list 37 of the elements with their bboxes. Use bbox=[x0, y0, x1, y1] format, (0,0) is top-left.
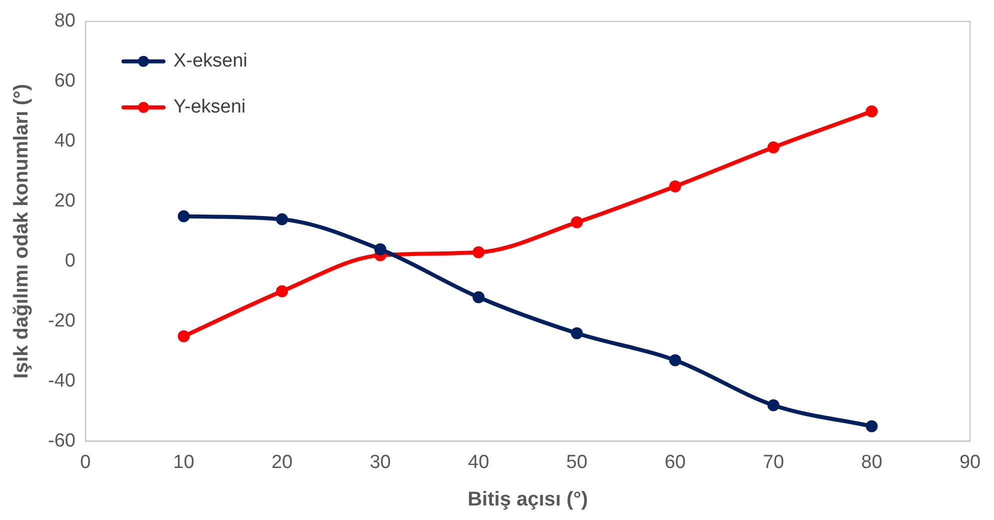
x-tick-label: 30 bbox=[370, 452, 391, 473]
x-axis-title: Bitiş açısı (°) bbox=[468, 488, 588, 511]
point bbox=[276, 213, 288, 226]
point bbox=[767, 141, 780, 154]
y-tick-label: -40 bbox=[48, 370, 76, 392]
x-tick-label: 0 bbox=[80, 452, 91, 473]
point bbox=[669, 354, 682, 366]
point bbox=[472, 291, 485, 304]
point bbox=[178, 330, 190, 342]
y-tick-label: 60 bbox=[54, 70, 76, 92]
y-tick-label: -20 bbox=[48, 310, 76, 332]
x-tick-label: 60 bbox=[664, 452, 686, 473]
y-tick-label: 80 bbox=[54, 10, 76, 32]
y-tick-label: 40 bbox=[54, 130, 76, 152]
point bbox=[276, 285, 288, 298]
y-tick-label: 20 bbox=[54, 190, 76, 212]
x-tick-label: 80 bbox=[861, 452, 882, 473]
x-tick-label: 40 bbox=[468, 452, 490, 473]
x-tick-label: 20 bbox=[271, 452, 293, 473]
point bbox=[570, 216, 583, 228]
point bbox=[866, 105, 878, 118]
x-tick-label: 90 bbox=[959, 452, 981, 473]
point bbox=[178, 210, 190, 222]
y-tick-label: 0 bbox=[64, 250, 76, 272]
point bbox=[767, 399, 780, 412]
x-tick-label: 50 bbox=[566, 452, 588, 473]
y-axis-title: Işık dağılımı odak konumları (°) bbox=[10, 84, 33, 379]
point bbox=[570, 327, 583, 340]
point bbox=[374, 243, 386, 256]
y-tick-label: -60 bbox=[48, 430, 76, 452]
legend-label: X-ekseni bbox=[173, 50, 248, 72]
point bbox=[472, 246, 485, 258]
x-tick-label: 70 bbox=[762, 452, 784, 473]
legend-label: Y-ekseni bbox=[173, 96, 246, 118]
point bbox=[669, 180, 682, 192]
x-tick-label: 10 bbox=[173, 452, 194, 473]
point bbox=[866, 420, 878, 432]
